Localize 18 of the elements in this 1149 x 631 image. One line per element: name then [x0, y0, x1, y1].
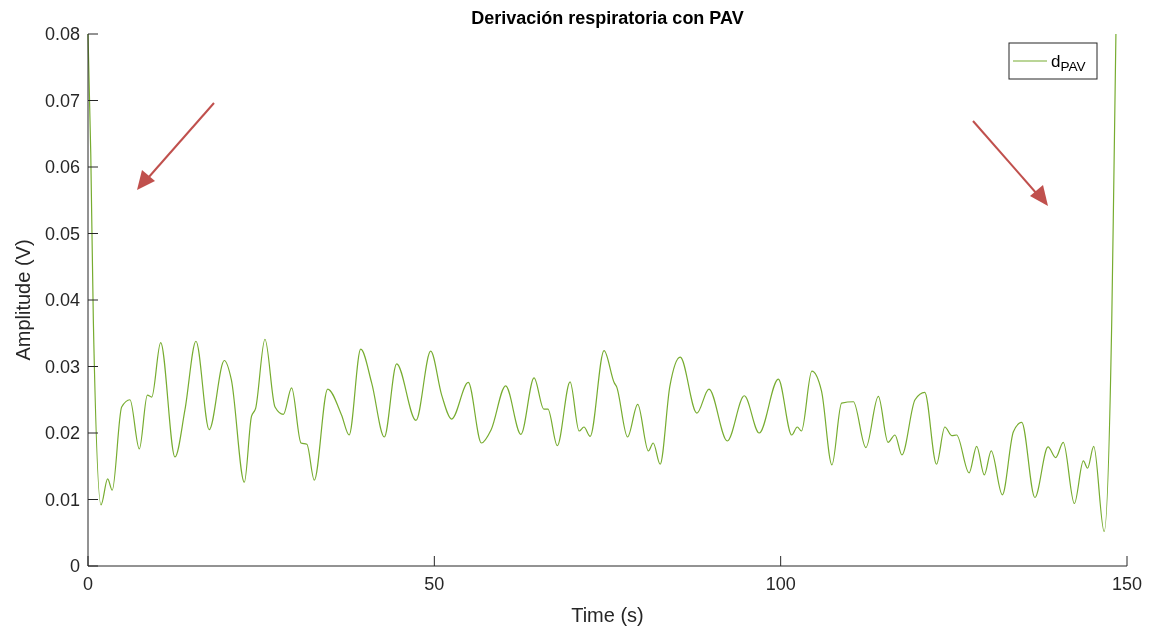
line-series: [87, 33, 1117, 533]
y-tick-label: 0.04: [44, 290, 80, 310]
x-axis-title: Time (s): [571, 604, 644, 626]
y-tick-label: 0.02: [44, 423, 80, 443]
y-tick-label: 0.06: [44, 157, 80, 177]
x-tick-label: 100: [765, 574, 796, 594]
y-axis-title: Amplitude (V): [12, 239, 34, 361]
y-tick-label: 0.08: [44, 24, 80, 44]
y-tick-label: 0.01: [44, 489, 80, 510]
x-tick-label: 150: [1111, 574, 1143, 594]
y-tick-label: 0.05: [44, 223, 80, 244]
x-tick-label: 0: [82, 574, 94, 594]
y-tick-label: 0.07: [44, 90, 80, 111]
chart-title: Derivación respiratoria con PAV: [471, 8, 744, 28]
y-tick-label: 0: [69, 556, 80, 576]
x-tick-label: 50: [424, 574, 445, 594]
legend-label: d$_{PAV}$: [1051, 52, 1086, 75]
y-tick-label: 0.03: [44, 356, 80, 377]
